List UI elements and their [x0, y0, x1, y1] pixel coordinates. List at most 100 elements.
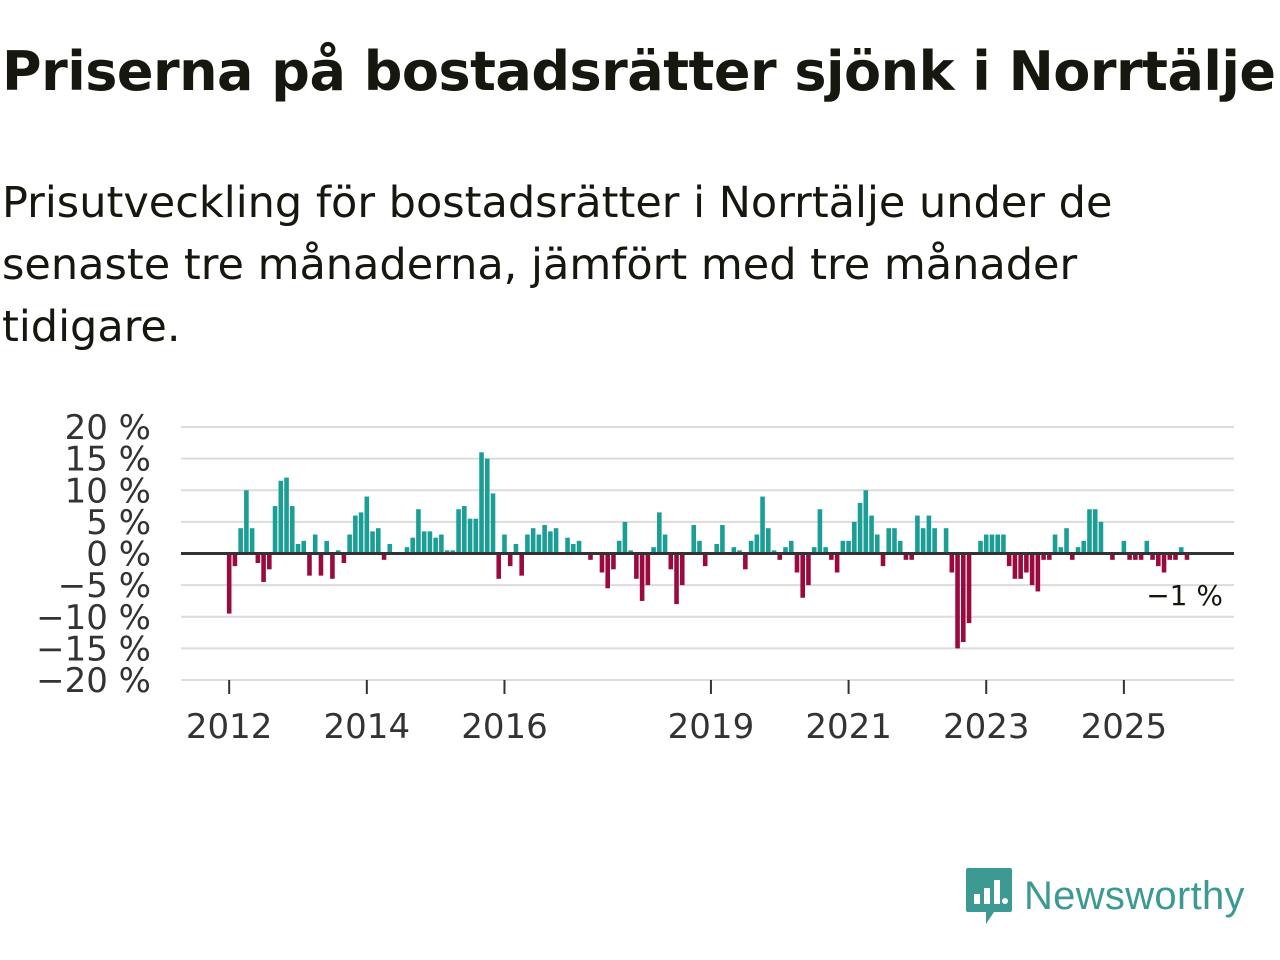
bar-positive	[301, 540, 307, 554]
bar-negative	[645, 553, 651, 586]
bar-positive	[1001, 534, 1006, 554]
bar-negative	[966, 553, 972, 624]
bar-positive	[897, 540, 903, 554]
gridlines	[181, 426, 1234, 681]
last-value-label: −1 %	[1146, 579, 1223, 612]
bar-negative	[496, 553, 502, 579]
bar-positive	[450, 550, 456, 554]
bar-positive	[238, 528, 243, 554]
bar-negative	[777, 553, 783, 560]
bar-negative	[1047, 553, 1052, 560]
bar-negative	[1184, 553, 1190, 560]
bar-positive	[565, 537, 570, 554]
bar-negative	[639, 553, 645, 601]
brand-name: Newsworthy	[1024, 873, 1245, 918]
bar-negative	[880, 553, 886, 567]
y-axis-tick-labels: 20 %15 %10 %5 %0 %−5 %−10 %−15 %−20 %	[36, 408, 151, 701]
bar-positive	[1144, 540, 1150, 554]
bar-positive	[484, 458, 490, 554]
bar-negative	[599, 553, 605, 573]
bar-positive	[874, 534, 880, 554]
bar-negative	[949, 553, 955, 573]
bar-positive	[272, 506, 278, 554]
bar-positive	[823, 547, 828, 554]
bar-negative	[668, 553, 674, 570]
bar-positive	[852, 521, 857, 554]
bar-negative	[381, 553, 387, 560]
y-tick-label: 20 %	[65, 408, 151, 448]
bar-positive	[1092, 509, 1098, 554]
bar-positive	[731, 547, 737, 554]
y-tick-label: −5 %	[58, 566, 151, 606]
bar-positive	[456, 509, 461, 554]
bar-negative	[961, 553, 966, 643]
bar-negative	[1006, 553, 1012, 567]
bar-negative	[588, 553, 593, 560]
bar-negative	[318, 553, 324, 576]
bar-negative	[794, 553, 800, 573]
bar-negative	[341, 553, 347, 563]
bar-negative	[1069, 553, 1075, 560]
bar-negative	[1029, 553, 1035, 586]
bar-negative	[1041, 553, 1046, 560]
bar-positive	[479, 452, 484, 554]
bar-positive	[943, 528, 949, 554]
bar-positive	[846, 540, 851, 554]
bar-positive	[995, 534, 1000, 554]
y-tick-label: 5 %	[86, 503, 151, 543]
bar-negative	[1167, 553, 1173, 560]
bar-negative	[955, 553, 960, 649]
bar-positive	[353, 515, 358, 554]
bar-positive	[553, 528, 559, 554]
bar-negative	[1127, 553, 1132, 560]
y-tick-label: −15 %	[36, 629, 151, 669]
bar-positive	[783, 547, 788, 554]
bar-negative	[702, 553, 708, 567]
bars	[226, 452, 1190, 649]
x-tick-label: 2023	[943, 707, 1030, 747]
bar-positive	[502, 534, 507, 554]
bar-positive	[892, 528, 897, 554]
bar-negative	[519, 553, 524, 576]
bar-positive	[410, 537, 415, 554]
bar-positive	[249, 528, 255, 554]
bar-positive	[439, 534, 444, 554]
bar-positive	[542, 525, 547, 554]
bar-negative	[1110, 553, 1115, 560]
newsworthy-logo-icon	[966, 868, 1012, 924]
bar-positive	[863, 490, 869, 554]
bar-positive	[1178, 547, 1184, 554]
bar-positive	[760, 496, 765, 554]
bar-positive	[932, 528, 937, 554]
bar-positive	[1098, 521, 1104, 554]
bar-negative	[261, 553, 266, 582]
bar-positive	[754, 534, 760, 554]
bar-positive	[427, 531, 433, 554]
bar-positive	[295, 544, 301, 554]
bar-negative	[1150, 553, 1155, 560]
bar-positive	[416, 509, 421, 554]
bar-positive	[289, 506, 295, 554]
bar-positive	[926, 515, 932, 554]
bar-positive	[548, 531, 553, 554]
bar-positive	[525, 534, 530, 554]
bar-negative	[1173, 553, 1178, 560]
bar-positive	[1075, 547, 1081, 554]
y-tick-label: 10 %	[65, 471, 151, 511]
bar-positive	[358, 512, 364, 554]
bar-positive	[697, 540, 702, 554]
bar-negative	[611, 553, 616, 570]
chart-title: Priserna på bostadsrätter sjönk i Norrtä…	[2, 40, 1276, 103]
x-tick-label: 2021	[805, 707, 892, 747]
bar-negative	[1161, 553, 1167, 573]
bar-positive	[983, 534, 989, 554]
bar-negative	[903, 553, 909, 560]
y-tick-label: −10 %	[36, 598, 151, 638]
bar-positive	[691, 525, 697, 554]
bar-positive	[720, 525, 725, 554]
bar-positive	[1121, 540, 1127, 554]
bar-positive	[920, 528, 926, 554]
y-tick-label: 15 %	[65, 440, 151, 480]
bar-positive	[628, 550, 633, 554]
bar-positive	[857, 502, 863, 554]
